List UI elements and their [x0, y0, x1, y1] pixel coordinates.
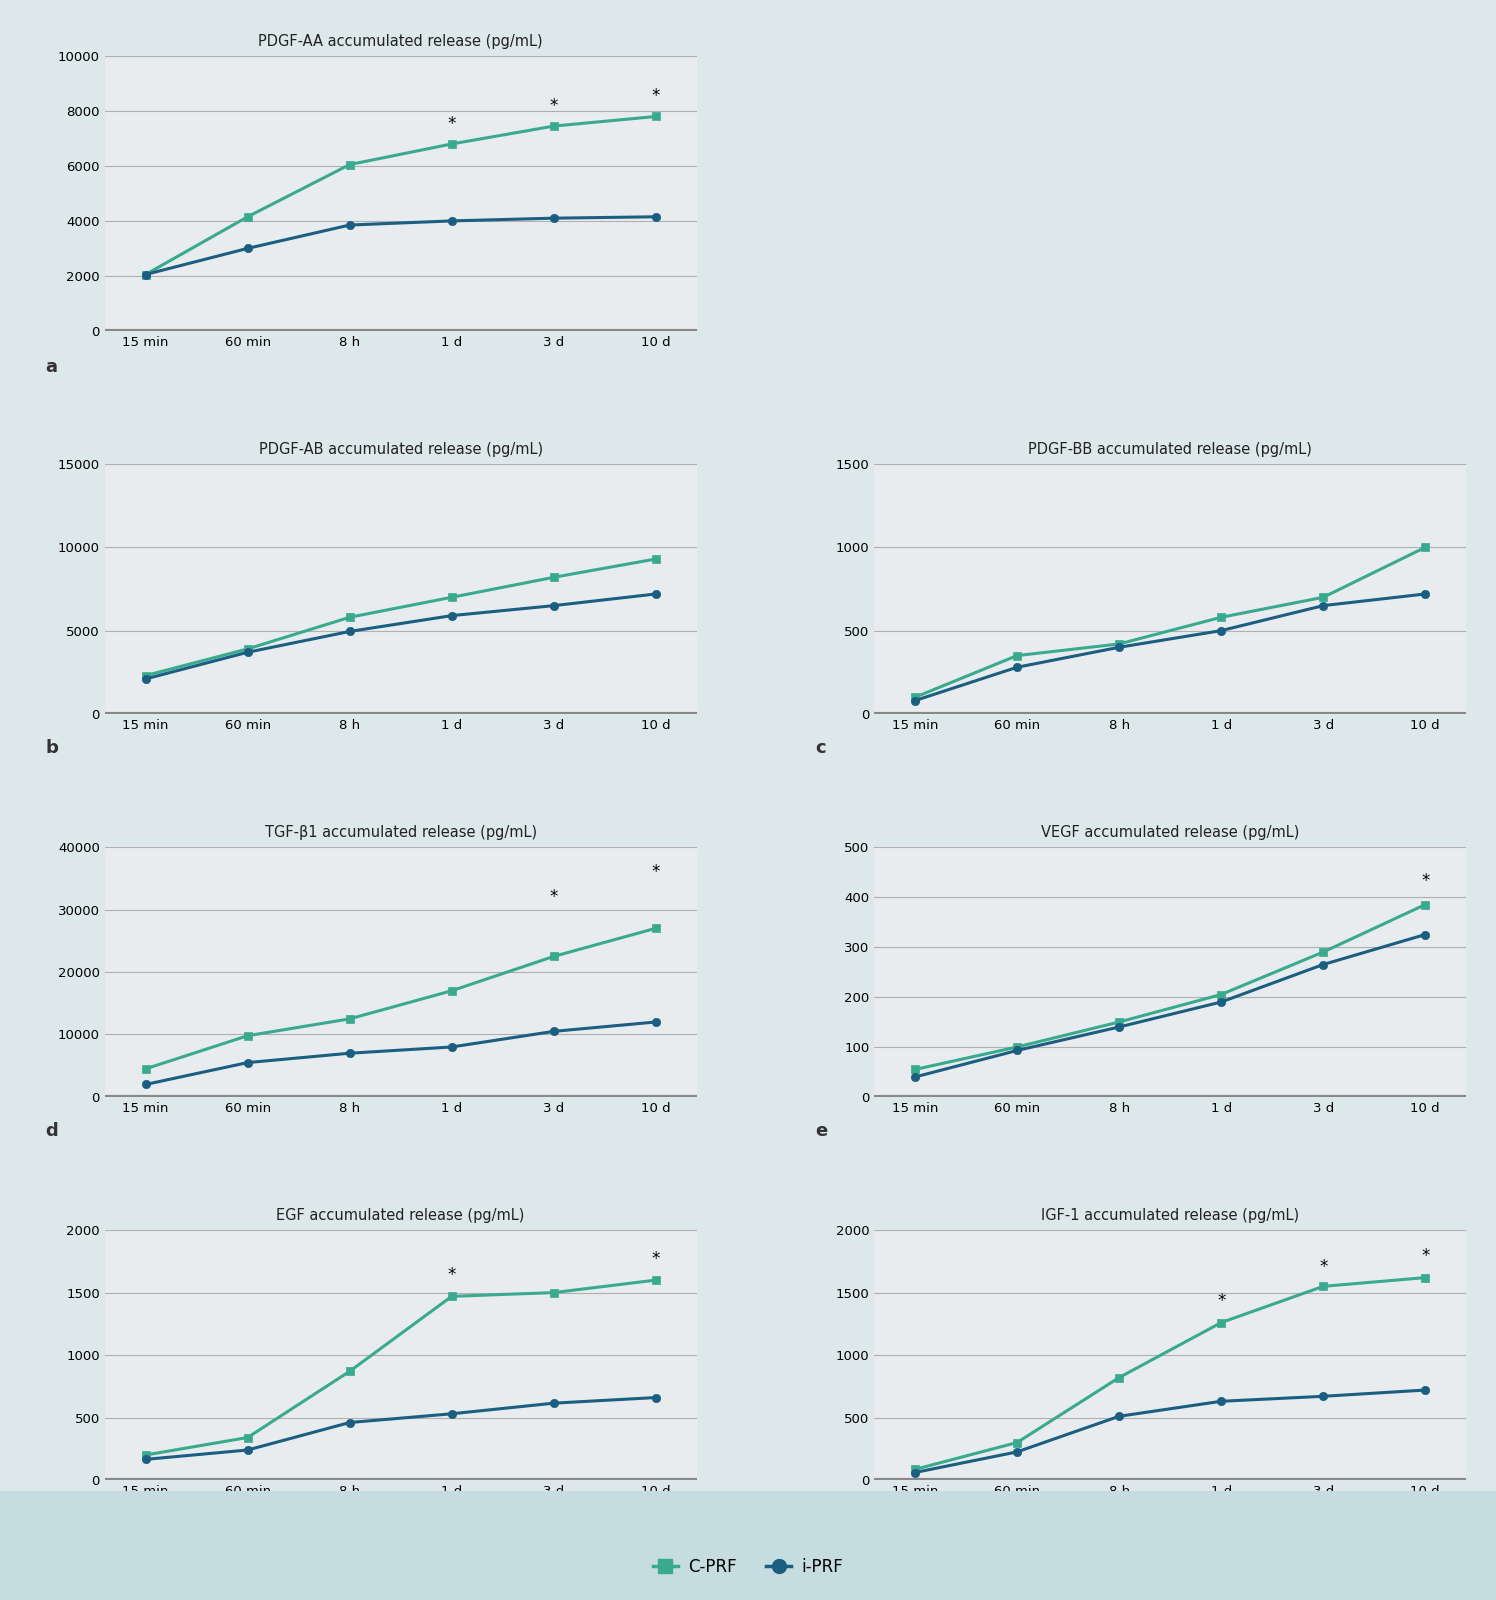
- Text: c: c: [815, 739, 826, 757]
- Text: *: *: [652, 864, 660, 882]
- Title: TGF-β1 accumulated release (pg/mL): TGF-β1 accumulated release (pg/mL): [265, 826, 537, 840]
- Text: *: *: [652, 88, 660, 106]
- Title: VEGF accumulated release (pg/mL): VEGF accumulated release (pg/mL): [1041, 826, 1300, 840]
- Text: *: *: [1216, 1293, 1225, 1310]
- Text: f: f: [45, 1506, 54, 1523]
- Text: *: *: [652, 1250, 660, 1267]
- Text: a: a: [45, 358, 57, 376]
- Title: PDGF-AA accumulated release (pg/mL): PDGF-AA accumulated release (pg/mL): [259, 34, 543, 50]
- Title: EGF accumulated release (pg/mL): EGF accumulated release (pg/mL): [277, 1208, 525, 1224]
- Text: *: *: [549, 888, 558, 907]
- Title: PDGF-AB accumulated release (pg/mL): PDGF-AB accumulated release (pg/mL): [259, 442, 543, 458]
- Text: e: e: [815, 1122, 827, 1139]
- Text: g: g: [815, 1506, 827, 1523]
- Text: *: *: [447, 1266, 456, 1283]
- Title: IGF-1 accumulated release (pg/mL): IGF-1 accumulated release (pg/mL): [1041, 1208, 1299, 1224]
- Text: d: d: [45, 1122, 58, 1139]
- Legend: C-PRF, i-PRF: C-PRF, i-PRF: [652, 1558, 844, 1576]
- Text: *: *: [549, 98, 558, 115]
- Title: PDGF-BB accumulated release (pg/mL): PDGF-BB accumulated release (pg/mL): [1028, 442, 1312, 458]
- Text: *: *: [1421, 1246, 1430, 1266]
- Text: b: b: [45, 739, 58, 757]
- Text: *: *: [1421, 872, 1430, 890]
- Text: *: *: [447, 115, 456, 133]
- Text: *: *: [1319, 1258, 1327, 1277]
